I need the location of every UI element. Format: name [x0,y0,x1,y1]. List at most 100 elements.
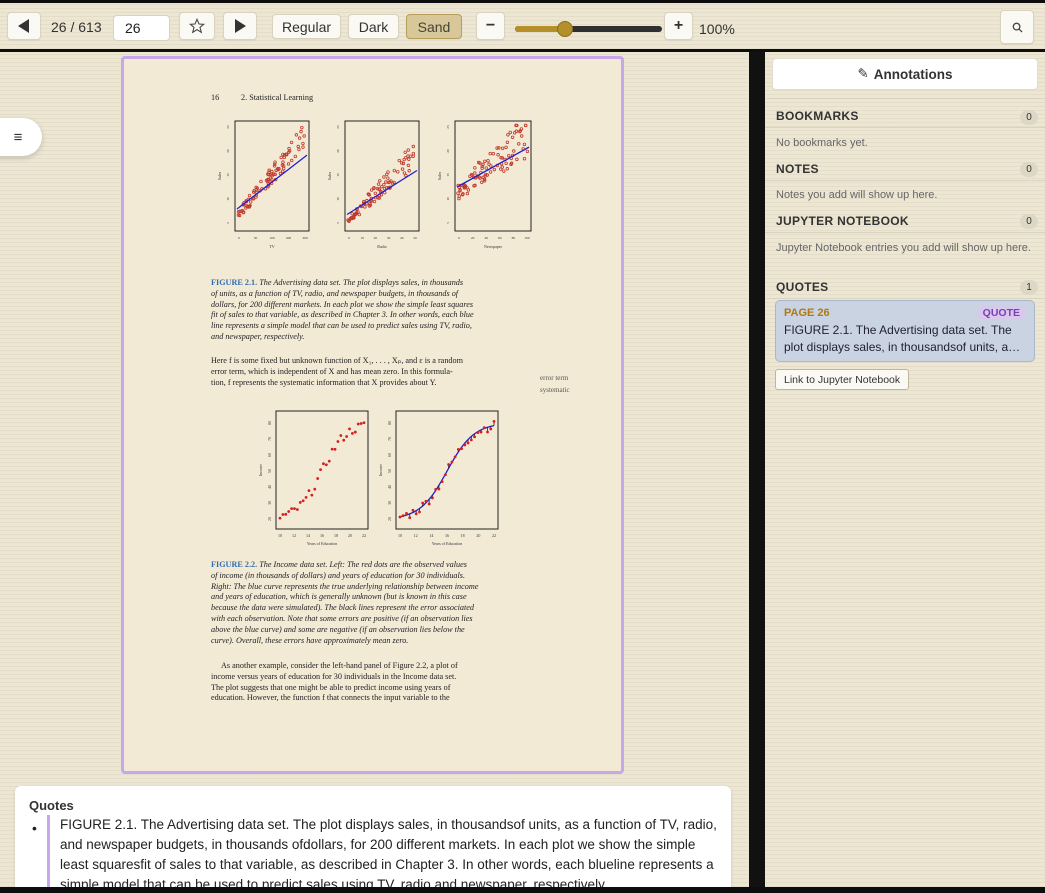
data-point [276,166,280,171]
data-point [251,190,256,194]
data-point [299,129,303,134]
x-axis-label: Years of Education [307,541,337,545]
data-point [298,501,302,504]
data-point [281,513,285,516]
data-point [440,480,444,484]
data-point [431,496,434,500]
data-point [500,156,505,160]
data-point [463,443,467,447]
y-tick-label: 80 [388,421,392,425]
x-tick-label: 20 [476,533,480,538]
data-point [293,507,296,511]
caption-2-2-line: because the data were simulated). The bl… [211,603,475,613]
zoom-slider-fill [515,26,565,32]
x-tick-label: 60 [498,236,502,240]
theme-sand-button[interactable]: Sand [406,14,462,39]
y-tick-label: 5 [336,222,340,224]
y-tick-label: 70 [388,437,392,441]
y-tick-label: 20 [388,517,392,521]
running-head-number: 16 [211,93,220,102]
zoom-in-button[interactable]: + [664,12,693,40]
bookmarks-empty-text: No bookmarks yet. [776,137,868,149]
section-quotes-count: 1 [1020,280,1038,295]
data-point [386,176,390,180]
x-axis-label: Years of Education [432,541,462,545]
x-tick-label: 0 [348,236,350,240]
y-tick-label: 30 [268,501,272,505]
data-point [515,123,519,128]
figure-2-2: 10 12 14 16 18 20 22 20 30 40 50 60 70 80 Years of Edu… [258,410,499,545]
data-point [403,150,407,154]
data-point [400,161,404,165]
x-tick-label: 22 [362,533,366,538]
plot-frame [395,410,499,530]
data-point [495,146,499,150]
theme-dark-button[interactable]: Dark [348,14,399,39]
data-point [281,169,285,173]
plot-frame [344,120,420,232]
data-point [356,210,360,214]
x-tick-label: 12 [292,533,296,538]
data-point [339,434,343,437]
resize-handle[interactable] [749,52,765,893]
toolbar: 26 / 613 Regular Dark Sand − + 100% [0,3,1045,49]
y-tick-label: 20 [336,149,340,153]
data-point [456,447,460,451]
data-point [408,516,412,520]
bookmark-button[interactable] [179,12,215,40]
data-point [281,160,285,164]
data-point [238,209,242,214]
page-number-input[interactable] [113,15,170,41]
next-page-button[interactable] [223,12,257,40]
y-tick-label: 25 [336,125,340,129]
data-point [278,516,282,520]
data-point [510,135,515,139]
x-tick-label: 20 [374,236,378,240]
quote-bullet: • [32,820,37,836]
pdf-page[interactable]: 16 2. Statistical Learning 5 10 15 20 25 0 50 1… [121,56,624,774]
data-point [453,455,457,459]
quote-card-page: PAGE 26 [784,307,830,319]
quote-card[interactable]: PAGE 26 QUOTE FIGURE 2.1. The Advertisin… [775,300,1035,362]
caption-2-2-line: curve). Overall, these errors have appro… [211,635,409,645]
data-point [450,460,454,464]
data-point [401,514,405,518]
data-point [482,179,487,183]
data-point [273,160,277,164]
prev-page-button[interactable] [7,12,41,40]
data-point [348,427,351,431]
quote-item[interactable]: FIGURE 2.1. The Advertising data set. Th… [47,815,723,893]
x-tick-label: 50 [413,236,417,240]
zoom-out-button[interactable]: − [476,12,505,40]
data-point [504,161,508,165]
margin-note-error-term: error term [540,374,569,382]
theme-regular-button[interactable]: Regular [272,14,341,39]
caption-2-1-line: The Advertising data set. The plot displ… [259,278,464,287]
data-point [460,447,463,451]
menu-button[interactable]: ≡ [0,118,42,156]
body-line: tion, f represents the systematic inform… [211,377,437,387]
data-point [310,493,314,497]
annotations-button[interactable]: ✎ Annotations [772,58,1038,90]
data-point [301,141,305,146]
data-point [486,158,490,163]
body-line: As another example, consider the left-ha… [221,661,458,670]
search-button[interactable] [1000,10,1034,44]
data-point [382,182,386,187]
data-point [443,473,447,477]
caption-2-1-label: FIGURE 2.1. [211,278,258,287]
section-notes-count: 0 [1020,162,1038,177]
data-point [437,487,441,491]
y-tick-label: 5 [446,222,450,224]
zoom-slider[interactable] [515,26,662,32]
search-icon [1012,22,1023,33]
zoom-slider-thumb[interactable] [556,21,573,37]
data-point [378,179,382,183]
data-point [247,205,251,209]
body-paragraph-1: Here f is some fixed but unknown functio… [211,356,541,388]
x-tick-label: 100 [524,236,530,240]
link-jupyter-button[interactable]: Link to Jupyter Notebook [775,369,910,390]
data-point [351,216,356,220]
data-point [301,499,305,503]
data-point [302,134,306,138]
